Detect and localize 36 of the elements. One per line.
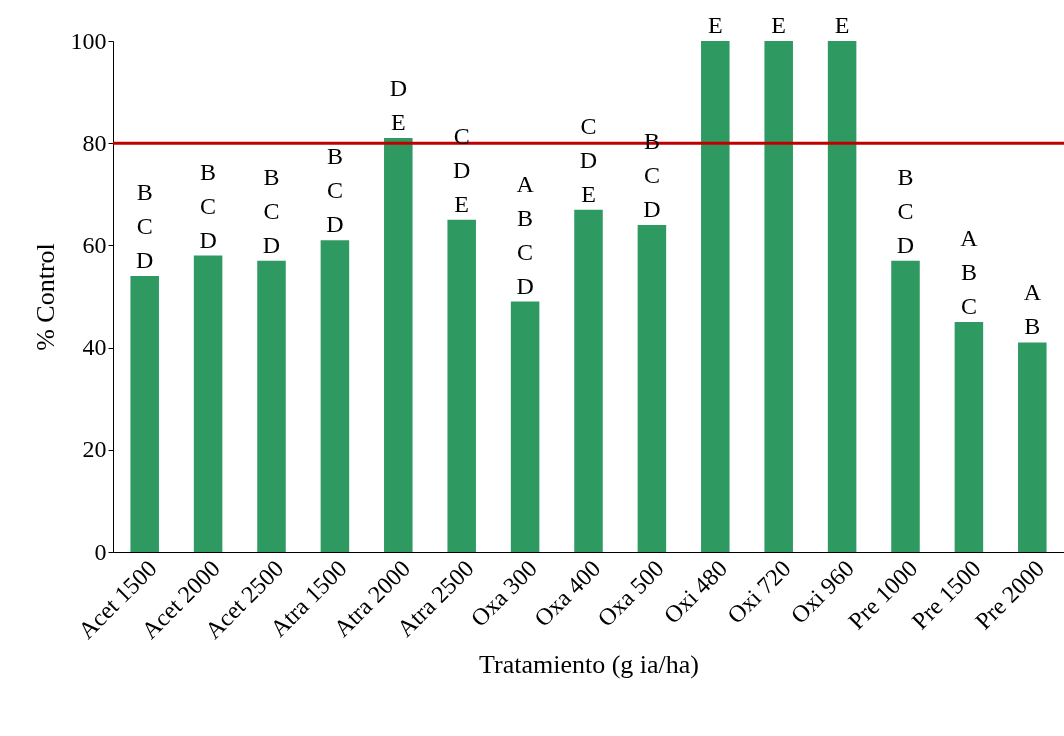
annotation: B C D	[199, 158, 217, 253]
bar	[193, 255, 223, 552]
annotation: B C D	[136, 179, 154, 274]
annotation: A B C	[960, 225, 979, 320]
bar	[574, 209, 603, 552]
y-axis-title: % Control	[30, 243, 60, 351]
bar	[384, 138, 413, 552]
bar	[637, 224, 667, 552]
bar	[954, 322, 984, 552]
x-axis-title: Tratamiento (g ia/ha)	[479, 649, 699, 679]
bar	[891, 260, 920, 552]
y-tick-label: 40	[82, 334, 107, 361]
y-tick-label: 0	[94, 538, 107, 565]
annotation: B C D	[896, 163, 915, 258]
bar	[447, 219, 476, 552]
bar	[130, 276, 159, 552]
annotation: B C D	[326, 143, 344, 238]
y-tick-label: 20	[82, 436, 107, 463]
annotation: A B	[1023, 279, 1042, 340]
annotation: E	[834, 12, 850, 38]
annotation: A B C D	[516, 170, 535, 299]
annotation: E	[707, 12, 723, 38]
y-tick-label: 100	[70, 27, 107, 54]
annotation: E	[771, 12, 787, 38]
y-tick-label: 60	[82, 231, 107, 258]
bar	[510, 301, 540, 552]
annotation: C D E	[579, 112, 598, 207]
annotation: B C D	[262, 163, 281, 258]
bar	[701, 41, 730, 552]
annotation: D E	[389, 75, 407, 136]
bar	[1018, 342, 1047, 552]
bar	[320, 240, 350, 552]
y-tick-label: 80	[82, 129, 107, 156]
bar	[827, 41, 857, 552]
bar	[257, 260, 286, 552]
bar	[764, 41, 793, 552]
